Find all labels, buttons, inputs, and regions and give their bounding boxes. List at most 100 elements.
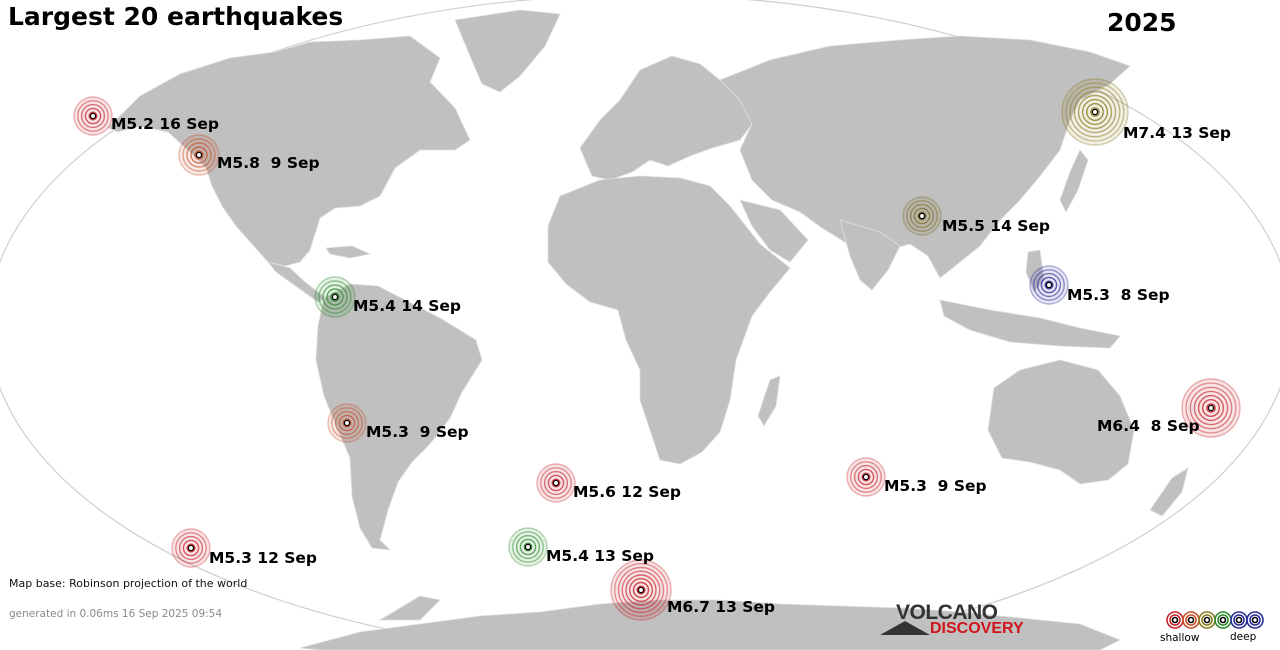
quake-ring bbox=[540, 467, 572, 499]
depth-legend: shallow deep bbox=[1160, 608, 1270, 648]
quake-epicenter[interactable] bbox=[1045, 281, 1053, 289]
legend-ring bbox=[1203, 616, 1211, 624]
quake-label[interactable]: M5.3 9 Sep bbox=[884, 477, 987, 495]
quake-label[interactable]: M6.4 8 Sep bbox=[1097, 417, 1200, 435]
legend-ring bbox=[1235, 616, 1243, 624]
quake-ring bbox=[1040, 276, 1058, 294]
antarctica bbox=[299, 599, 1121, 650]
quake-ring bbox=[342, 418, 352, 428]
legend-rings bbox=[1166, 611, 1264, 629]
greenland bbox=[454, 9, 561, 93]
year-label: 2025 bbox=[1107, 8, 1177, 37]
legend-ring bbox=[1219, 616, 1227, 624]
quake-ring bbox=[84, 107, 102, 125]
quake-epicenter[interactable] bbox=[862, 473, 870, 481]
central-america bbox=[266, 261, 327, 303]
quake-label[interactable]: M5.3 8 Sep bbox=[1067, 286, 1170, 304]
quake-ring bbox=[632, 581, 650, 599]
quake-ring bbox=[178, 535, 204, 561]
quake-ring bbox=[194, 150, 204, 160]
legend-ring bbox=[1171, 616, 1179, 624]
europe bbox=[579, 55, 753, 181]
quake-ring bbox=[857, 468, 875, 486]
quake-label[interactable]: M5.3 12 Sep bbox=[209, 549, 318, 567]
quake-ring bbox=[1185, 382, 1237, 434]
quake-epicenter[interactable] bbox=[552, 479, 560, 487]
legend-deep: deep bbox=[1230, 631, 1257, 643]
logo-line2: DISCOVERY bbox=[930, 620, 1024, 637]
quake-label[interactable]: M5.5 14 Sep bbox=[942, 217, 1051, 235]
quake-ring bbox=[326, 288, 344, 306]
quake-epicenter[interactable] bbox=[1207, 404, 1215, 412]
quake-ring bbox=[551, 478, 561, 488]
legend-shallow: shallow bbox=[1160, 632, 1200, 644]
indonesia bbox=[939, 299, 1121, 349]
quake-ring bbox=[318, 280, 352, 314]
quake-ring bbox=[338, 414, 356, 432]
quake-ring bbox=[1201, 399, 1220, 418]
quake-ring bbox=[621, 570, 661, 610]
quake-epicenter[interactable] bbox=[637, 586, 645, 594]
map-title: Largest 20 earthquakes bbox=[8, 2, 344, 31]
quake-label[interactable]: M5.2 16 Sep bbox=[111, 115, 220, 133]
quake-ring bbox=[334, 410, 360, 436]
quake-epicenter[interactable] bbox=[331, 293, 339, 301]
legend-ring bbox=[1249, 614, 1261, 626]
quake-ring bbox=[1033, 269, 1065, 301]
legend-ring bbox=[1201, 614, 1213, 626]
quake-epicenter[interactable] bbox=[89, 112, 97, 120]
quake-ring bbox=[80, 103, 106, 129]
quake-ring bbox=[614, 563, 669, 618]
quake-ring bbox=[523, 542, 533, 552]
quake-ring bbox=[186, 142, 212, 168]
quake-ring bbox=[917, 211, 927, 221]
legend-ring bbox=[1169, 614, 1181, 626]
quake-ring bbox=[1206, 403, 1216, 413]
volcano-discovery-logo[interactable]: VOLCANO DISCOVERY bbox=[880, 601, 1040, 641]
madagascar bbox=[757, 375, 781, 427]
quake-epicenter[interactable] bbox=[343, 419, 351, 427]
quake-ring bbox=[913, 207, 931, 225]
arabia bbox=[739, 199, 809, 263]
quake-ring bbox=[190, 146, 208, 164]
quake-ring bbox=[906, 200, 938, 232]
quake-epicenter[interactable] bbox=[187, 544, 195, 552]
quake-label[interactable]: M7.4 13 Sep bbox=[1123, 124, 1232, 142]
quake-ring bbox=[543, 470, 569, 496]
logo-line1: VOLCANO bbox=[896, 601, 998, 624]
quake-epicenter[interactable] bbox=[524, 543, 532, 551]
quake-label[interactable]: M5.3 9 Sep bbox=[366, 423, 469, 441]
quake-ring bbox=[629, 578, 654, 603]
legend-ring bbox=[1246, 611, 1264, 629]
quake-markers bbox=[73, 78, 1241, 621]
quake-ring bbox=[850, 461, 882, 493]
legend-ring bbox=[1187, 616, 1195, 624]
quake-ring bbox=[1065, 82, 1125, 142]
quake-label[interactable]: M5.4 14 Sep bbox=[353, 297, 462, 315]
quake-epicenter[interactable] bbox=[195, 151, 203, 159]
quake-ring bbox=[330, 292, 340, 302]
quake-epicenter[interactable] bbox=[1091, 108, 1099, 116]
quake-ring bbox=[77, 100, 109, 132]
quake-ring bbox=[519, 538, 537, 556]
quake-ring bbox=[1077, 94, 1113, 130]
quake-ring bbox=[1036, 272, 1062, 298]
quake-ring bbox=[1081, 98, 1109, 126]
quake-ring bbox=[1069, 86, 1121, 138]
quake-ring bbox=[547, 474, 565, 492]
quake-ring bbox=[1193, 390, 1229, 426]
japan bbox=[1059, 149, 1089, 213]
quake-label[interactable]: M5.4 13 Sep bbox=[546, 547, 655, 565]
quake-epicenter[interactable] bbox=[918, 212, 926, 220]
north-america bbox=[107, 35, 471, 267]
quake-label[interactable]: M5.8 9 Sep bbox=[217, 154, 320, 172]
quake-ring bbox=[182, 539, 200, 557]
quake-ring bbox=[515, 534, 541, 560]
quake-ring bbox=[1090, 107, 1100, 117]
antarctic-peninsula bbox=[378, 595, 441, 621]
quake-ring bbox=[182, 138, 216, 172]
quake-label[interactable]: M6.7 13 Sep bbox=[667, 598, 776, 616]
quake-ring bbox=[617, 566, 665, 614]
quake-label[interactable]: M5.6 12 Sep bbox=[573, 483, 682, 501]
